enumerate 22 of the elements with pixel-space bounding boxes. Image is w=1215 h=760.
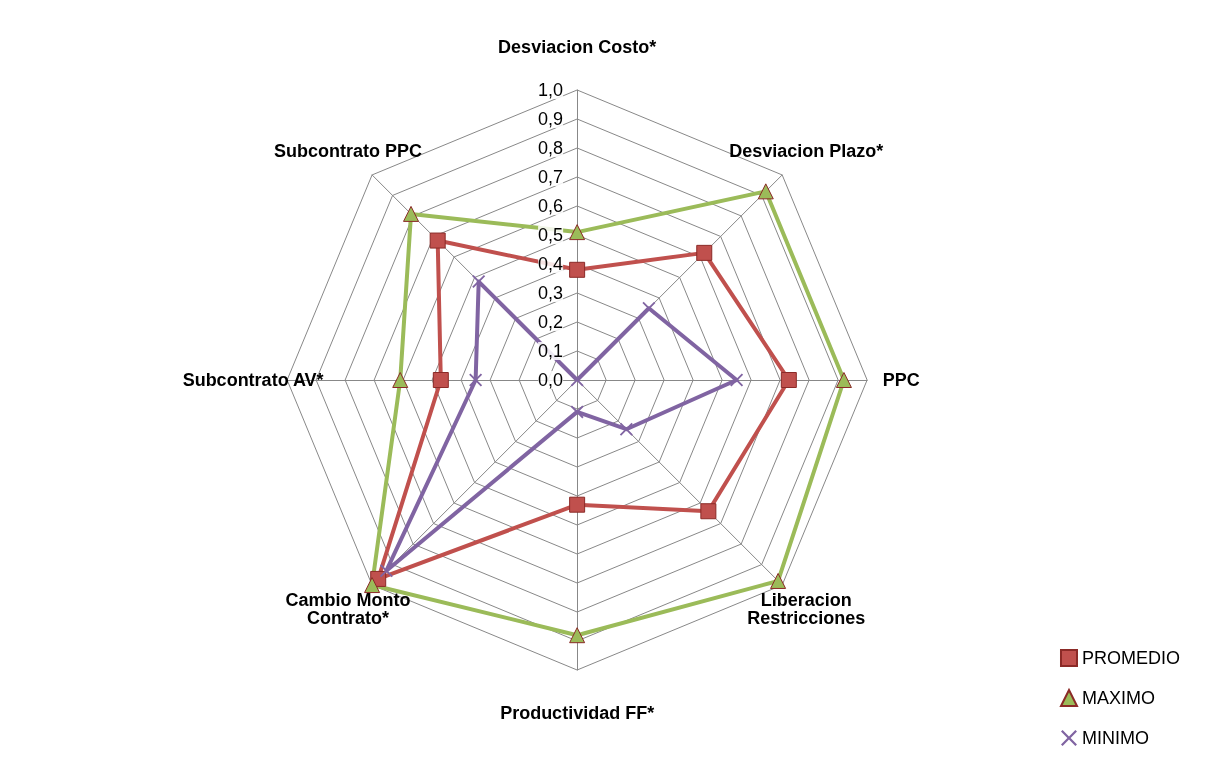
- spoke-label: Liberacion Restricciones: [747, 590, 866, 629]
- spoke-label: Productividad FF*: [500, 703, 655, 723]
- spoke-label: Cambio Monto Contrato*: [285, 590, 411, 629]
- y-tick-label: 0,9: [538, 109, 564, 129]
- legend-label: MINIMO: [1081, 728, 1149, 748]
- spoke-label: PPC: [882, 370, 920, 390]
- spoke-label: Desviacion Plazo*: [729, 140, 884, 161]
- legend-label: MAXIMO: [1081, 688, 1156, 708]
- y-tick-label: 0,2: [538, 312, 564, 332]
- spoke-label: Subcontrato PPC: [274, 140, 423, 161]
- y-tick-label: 0,3: [538, 283, 564, 303]
- y-tick-label: 1,0: [538, 80, 564, 100]
- y-tick-label: 0,4: [538, 254, 564, 274]
- y-tick-label: 0,5: [538, 225, 564, 245]
- y-tick-label: 0,1: [538, 341, 564, 361]
- y-tick-label: 0,6: [538, 196, 564, 216]
- legend-label: PROMEDIO: [1081, 648, 1181, 668]
- spoke-label: Subcontrato AV*: [182, 370, 324, 390]
- y-tick-label: 0,7: [538, 167, 564, 187]
- spoke-label: Desviacion Costo*: [498, 37, 657, 57]
- y-tick-label: 0,0: [538, 370, 564, 390]
- y-tick-label: 0,8: [538, 138, 564, 158]
